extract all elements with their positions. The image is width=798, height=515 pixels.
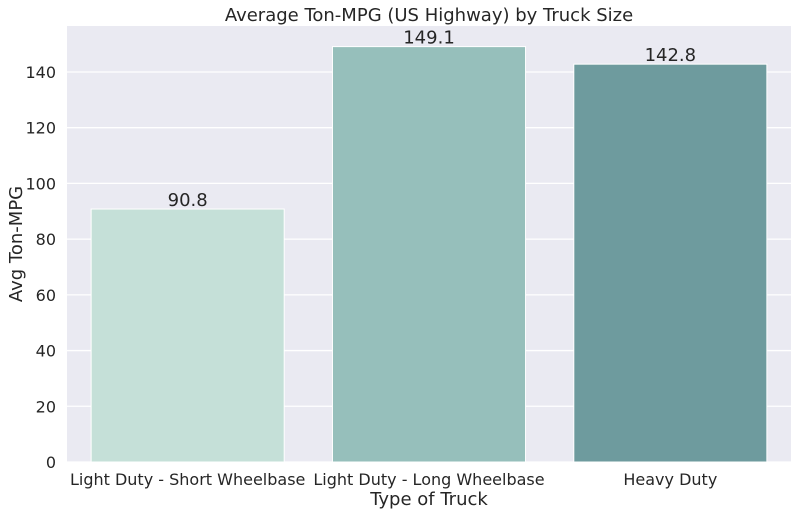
x-tick-labels: Light Duty - Short Wheelbase Light Duty -… bbox=[70, 470, 717, 489]
bar-value-label: 142.8 bbox=[645, 45, 697, 66]
bar-value-labels: 90.8 149.1 142.8 bbox=[168, 28, 696, 211]
x-tick-label: Light Duty - Long Wheelbase bbox=[313, 470, 544, 489]
y-tick-labels: 0 20 40 60 80 100 120 140 bbox=[25, 63, 56, 472]
y-tick-label: 60 bbox=[36, 286, 56, 305]
y-tick-label: 100 bbox=[25, 174, 56, 193]
bar bbox=[331, 46, 527, 463]
bar bbox=[90, 208, 285, 463]
x-axis-label: Type of Truck bbox=[369, 489, 488, 510]
y-tick-label: 120 bbox=[25, 119, 56, 138]
y-tick-label: 0 bbox=[46, 453, 56, 472]
y-tick-label: 20 bbox=[36, 397, 56, 416]
chart-title: Average Ton-MPG (US Highway) by Truck Si… bbox=[225, 5, 633, 26]
y-tick-label: 40 bbox=[36, 342, 56, 361]
x-tick-label: Light Duty - Short Wheelbase bbox=[70, 470, 305, 489]
bar-value-label: 149.1 bbox=[403, 28, 455, 49]
y-tick-label: 140 bbox=[25, 63, 56, 82]
y-tick-label: 80 bbox=[36, 230, 56, 249]
x-tick-label: Heavy Duty bbox=[623, 470, 717, 489]
y-axis-label: Avg Ton-MPG bbox=[6, 186, 27, 302]
bar bbox=[573, 63, 768, 463]
bar-value-label: 90.8 bbox=[168, 190, 208, 211]
bars bbox=[90, 46, 768, 463]
